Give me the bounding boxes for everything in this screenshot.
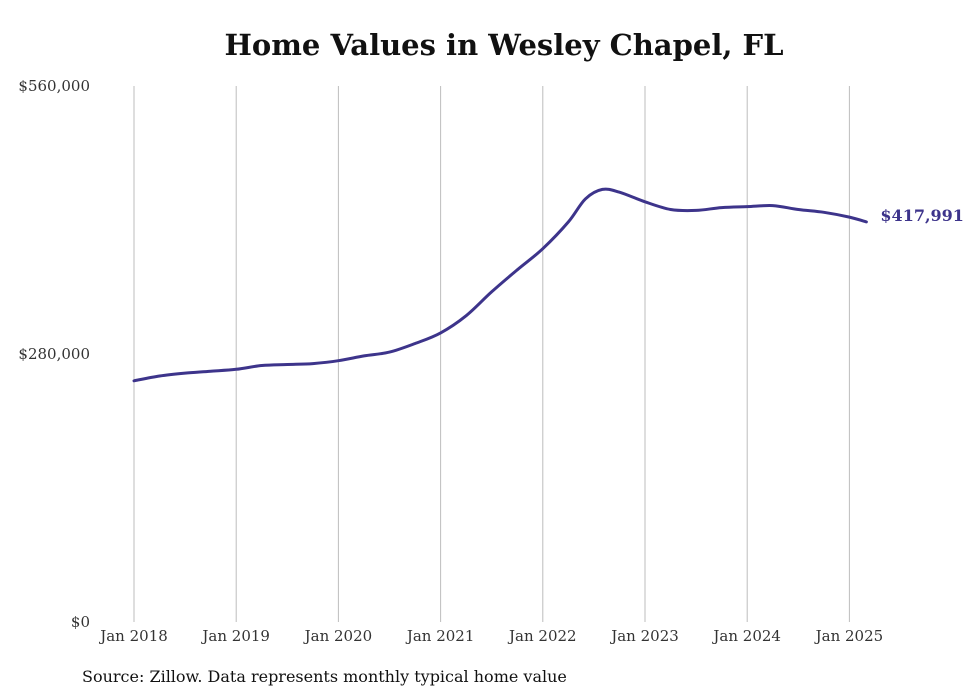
data-point (864, 220, 868, 224)
data-point (209, 369, 213, 373)
data-point (847, 215, 851, 219)
x-tick-label: Jan 2025 (814, 627, 884, 645)
data-point (260, 363, 264, 367)
data-point (694, 208, 698, 212)
end-value-label: $417,991 (880, 206, 964, 225)
x-tick-label: Jan 2019 (200, 627, 270, 645)
data-point (362, 354, 366, 358)
data-point (745, 205, 749, 209)
data-point (336, 359, 340, 363)
x-tick-label: Jan 2018 (98, 627, 168, 645)
x-tick-label: Jan 2022 (507, 627, 577, 645)
data-point (464, 314, 468, 318)
data-point (720, 206, 724, 210)
y-tick-label: $0 (71, 613, 90, 631)
data-point (600, 187, 604, 191)
data-point (566, 220, 570, 224)
series-layer: $417,991 (132, 187, 964, 383)
data-point (413, 341, 417, 345)
data-point (515, 268, 519, 272)
series-line (132, 187, 868, 383)
data-point (541, 247, 545, 251)
data-point (158, 374, 162, 378)
data-point (669, 207, 673, 211)
data-point (583, 197, 587, 201)
data-point (132, 379, 136, 383)
data-point (617, 190, 621, 194)
data-point (490, 290, 494, 294)
data-point (285, 363, 289, 367)
x-tick-label: Jan 2021 (405, 627, 475, 645)
data-point (311, 362, 315, 366)
y-tick-label: $280,000 (18, 345, 90, 363)
data-point (643, 200, 647, 204)
data-point (822, 210, 826, 214)
x-tick-label: Jan 2023 (609, 627, 679, 645)
data-point (796, 207, 800, 211)
grid-lines (133, 86, 850, 622)
data-point (388, 350, 392, 354)
data-point (234, 367, 238, 371)
data-point (439, 331, 443, 335)
data-point (771, 204, 775, 208)
axis-ticks: Jan 2018 Jan 2019 Jan 2020 Jan 2021 Jan 2022… (18, 77, 883, 645)
data-point (183, 371, 187, 375)
chart-title: Home Values in Wesley Chapel, FL (224, 28, 784, 62)
x-tick-label: Jan 2020 (303, 627, 373, 645)
y-tick-label: $560,000 (18, 77, 90, 95)
x-tick-label: Jan 2024 (711, 627, 781, 645)
source-note: Source: Zillow. Data represents monthly … (82, 667, 567, 686)
